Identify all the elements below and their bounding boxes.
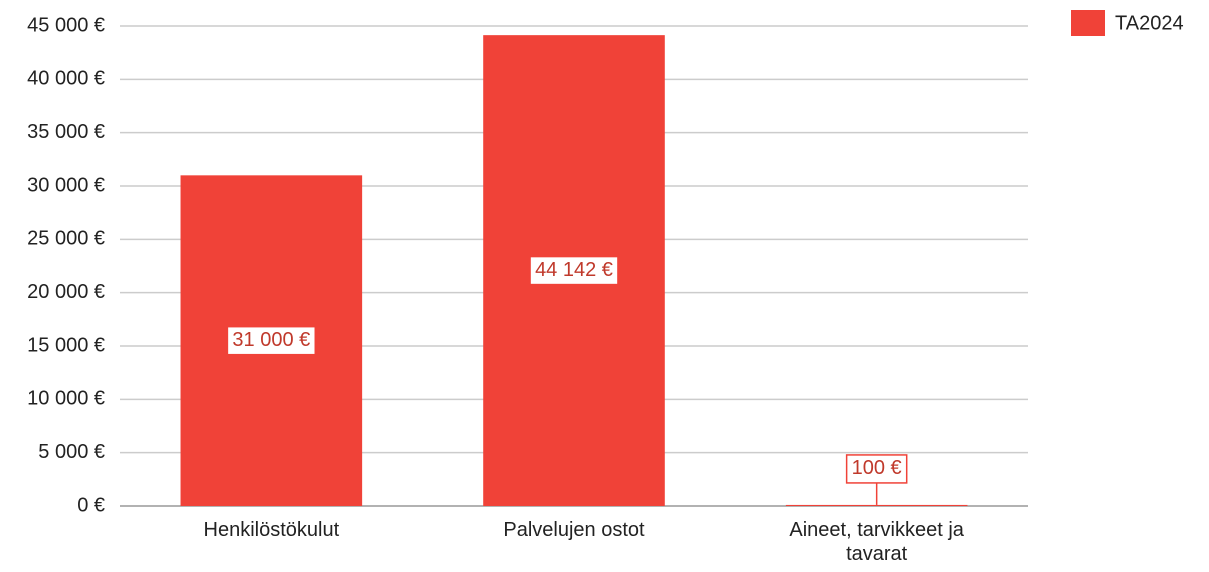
value-label-box [529,255,619,286]
x-tick-label: Palvelujen ostot [503,519,645,541]
y-tick-label: 45 000 € [27,14,105,36]
y-tick-label: 30 000 € [27,174,105,196]
y-tick-label: 25 000 € [27,228,105,250]
legend-label: TA2024 [1115,12,1184,34]
value-label-box [226,325,317,356]
y-tick-label: 0 € [77,494,105,516]
x-tick-label: Aineet, tarvikkeet ja tavarat [789,519,964,565]
y-tick-label: 10 000 € [27,388,105,410]
value-label: 31 000 € [232,329,310,351]
bar [785,504,968,506]
y-tick-label: 40 000 € [27,68,105,90]
y-tick-label: 15 000 € [27,334,105,356]
x-tick-label: Henkilöstökulut [203,519,340,541]
y-tick-label: 5 000 € [38,441,105,463]
value-label: 100 € [852,457,902,479]
value-label-box [845,454,908,484]
y-tick-label: 35 000 € [27,121,105,143]
legend-swatch [1071,10,1105,36]
value-label: 44 142 € [535,259,613,281]
y-tick-label: 20 000 € [27,281,105,303]
